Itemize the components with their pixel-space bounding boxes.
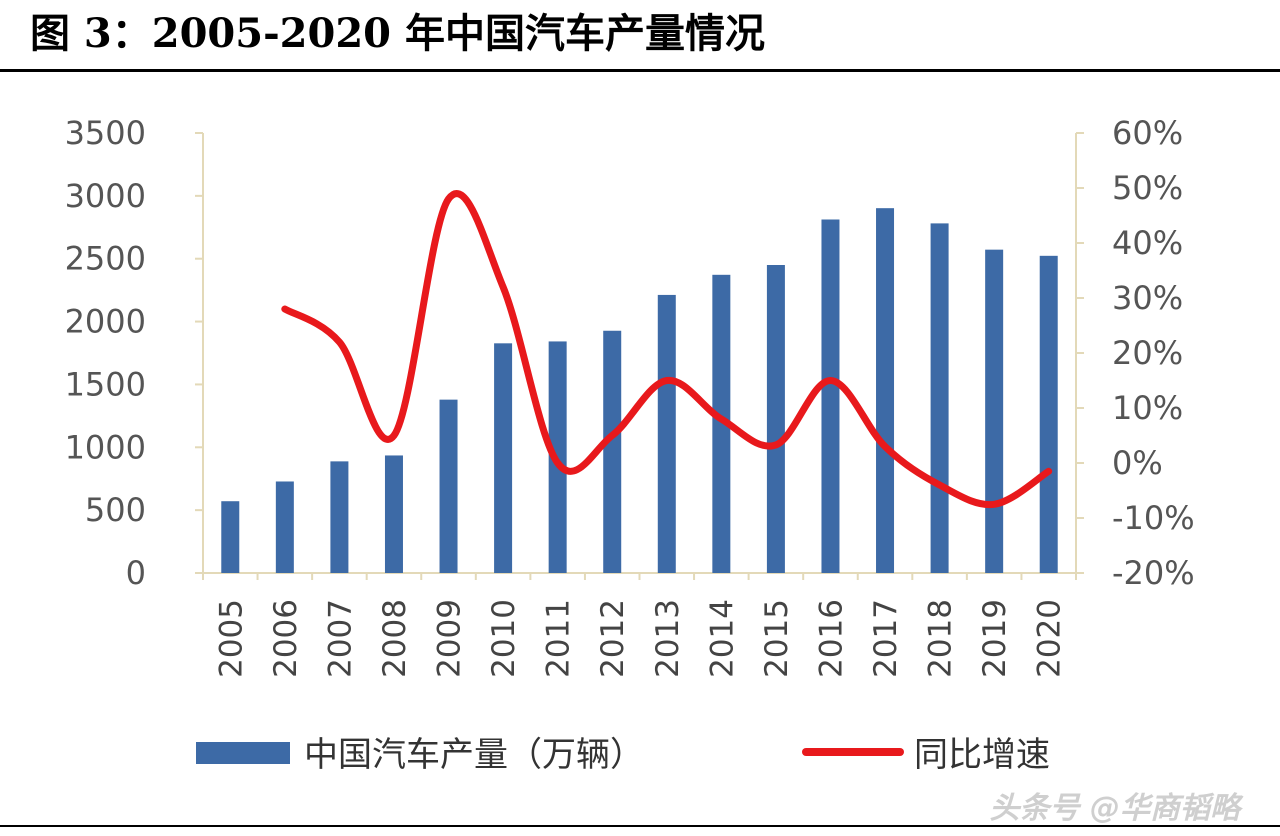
- bar-2018: [930, 223, 949, 574]
- bar-2007: [330, 461, 349, 573]
- right-tick-label: -20%: [1112, 554, 1195, 592]
- x-tick-label: 2020: [1032, 599, 1068, 678]
- bar-2017: [876, 208, 895, 574]
- x-tick-label: 2012: [595, 599, 631, 678]
- right-tick-label: 0%: [1112, 444, 1163, 482]
- legend-line-label: 同比增速: [914, 735, 1050, 775]
- x-tick-label: 2009: [432, 599, 468, 678]
- left-tick-label: 2500: [65, 240, 146, 278]
- bottom-divider: [0, 825, 1280, 827]
- watermark: 头条号 @华商韬略: [989, 791, 1240, 826]
- right-tick-label: 30%: [1112, 279, 1183, 317]
- right-tick-label: 60%: [1112, 114, 1183, 152]
- legend-bar-label: 中国汽车产量（万辆）: [304, 735, 644, 775]
- legend-bar-swatch: [196, 742, 290, 764]
- x-tick-label: 2017: [868, 599, 904, 678]
- bar-2009: [439, 399, 458, 573]
- x-tick-label: 2019: [977, 599, 1013, 678]
- x-tick-label: 2010: [486, 599, 522, 678]
- right-tick-label: 20%: [1112, 334, 1183, 372]
- x-tick-label: 2015: [759, 599, 795, 678]
- bar-2014: [712, 274, 731, 573]
- left-tick-label: 1000: [65, 428, 146, 466]
- bar-2010: [494, 343, 513, 573]
- left-tick-label: 3500: [65, 114, 146, 152]
- left-tick-label: 2000: [65, 303, 146, 341]
- bar-2012: [603, 330, 622, 573]
- production-bars: [221, 208, 1058, 574]
- x-tick-label: 2008: [377, 599, 413, 678]
- x-tick-label: 2007: [322, 599, 358, 678]
- x-tick-label: 2011: [541, 599, 577, 678]
- right-tick-label: 10%: [1112, 389, 1183, 427]
- bar-2019: [985, 249, 1004, 574]
- title-divider: [0, 69, 1280, 72]
- bar-2005: [221, 501, 240, 573]
- right-axis-ticks: -20% -10% 0% 10% 20% 30% 40% 50% 60%: [1076, 114, 1195, 592]
- figure-title: 图 3：2005-2020 年中国汽车产量情况: [30, 10, 765, 57]
- bar-2013: [657, 294, 676, 573]
- bar-2015: [766, 265, 785, 573]
- left-tick-label: 1500: [65, 365, 146, 403]
- bar-2008: [384, 455, 403, 573]
- x-tick-label: 2018: [923, 599, 959, 678]
- bar-2006: [275, 481, 294, 573]
- x-axis-ticks: 2005 2006 2007 2008 2009 2010 2011 2012 2013 2014…: [202, 573, 1077, 678]
- bar-2020: [1039, 255, 1058, 573]
- left-tick-label: 500: [85, 491, 146, 529]
- right-tick-label: 40%: [1112, 224, 1183, 262]
- growth-line: [281, 190, 1053, 509]
- x-tick-label: 2005: [213, 599, 249, 678]
- left-tick-label: 3000: [65, 177, 146, 215]
- left-axis-ticks: 0 500 1000 1500 2000 2500 3000 3500: [65, 114, 203, 592]
- x-tick-label: 2016: [813, 599, 849, 678]
- x-tick-label: 2006: [268, 599, 304, 678]
- right-tick-label: -10%: [1112, 499, 1195, 537]
- x-tick-label: 2014: [704, 599, 740, 678]
- left-tick-label: 0: [126, 554, 146, 592]
- bar-2016: [821, 219, 840, 573]
- x-tick-label: 2013: [650, 599, 686, 678]
- right-tick-label: 50%: [1112, 169, 1183, 207]
- growth-line-layer: [281, 190, 1053, 509]
- chart-legend: 中国汽车产量（万辆） 同比增速: [196, 735, 1050, 775]
